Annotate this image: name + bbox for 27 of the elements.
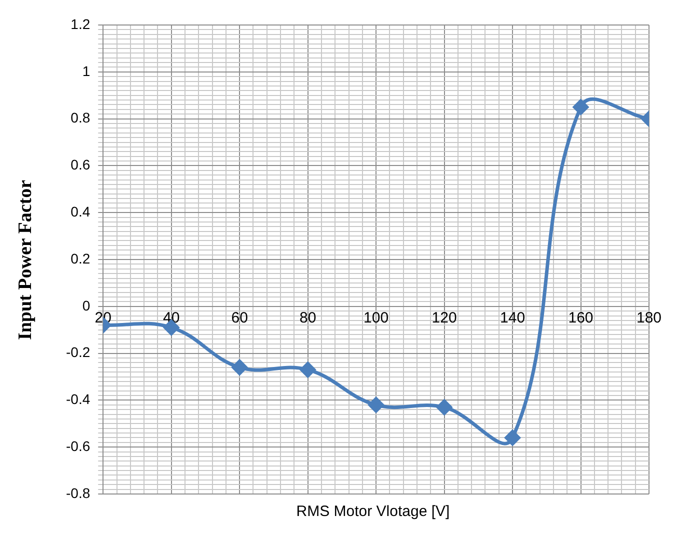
x-tick-label: 140	[500, 310, 526, 327]
x-tick-label: 60	[231, 310, 248, 327]
y-tick-label: -0.8	[66, 484, 90, 501]
point	[232, 360, 248, 376]
x-tick-label: 80	[299, 310, 316, 327]
y-tick-label: -0.4	[66, 391, 90, 408]
y-tick-label: -0.6	[66, 438, 90, 454]
y-tick-label: 0	[82, 297, 90, 314]
y-axis-title: Input Power Factor	[15, 180, 37, 340]
y-tick-label: 0.8	[70, 110, 90, 126]
point	[436, 399, 452, 415]
y-tick-label: -0.2	[66, 344, 90, 360]
point	[573, 99, 589, 115]
point	[368, 397, 384, 413]
y-tick-label: 1.2	[70, 16, 90, 32]
y-tick-label: 0.6	[70, 156, 90, 173]
point	[504, 430, 520, 446]
x-tick-label: 120	[432, 310, 457, 327]
x-tick-label: 100	[364, 310, 389, 327]
x-tick-label: 180	[636, 310, 662, 327]
x-tick-label: 160	[568, 310, 594, 327]
y-tick-label: 0.2	[70, 250, 90, 266]
x-axis-title: RMS Motor Vlotage [V]	[296, 503, 450, 520]
y-tick-label: 0.4	[70, 203, 90, 220]
x-tick-label: 40	[163, 310, 180, 327]
y-tick-label: 1	[82, 62, 90, 79]
point	[300, 362, 316, 378]
